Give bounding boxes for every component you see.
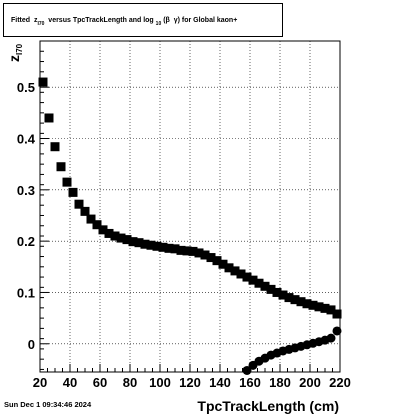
square-marker (104, 228, 114, 238)
title-variable-subscript: I70 (37, 21, 45, 27)
y-tick-label: 0 (28, 337, 35, 352)
y-axis-label-group: zI70 (6, 43, 24, 62)
data-markers (38, 77, 342, 375)
square-marker (86, 214, 96, 224)
title-middle: versus TpcTrackLength and log (48, 17, 154, 24)
square-marker (278, 290, 288, 300)
x-tick-label: 100 (149, 375, 171, 390)
square-marker (224, 263, 234, 273)
y-tick-label: 0.3 (17, 183, 35, 198)
x-tick-label: 200 (299, 375, 321, 390)
circle-marker (332, 326, 342, 336)
plot-frame (39, 40, 341, 373)
square-marker (248, 275, 258, 285)
title-variable: z (33, 17, 38, 24)
square-marker (236, 269, 246, 279)
x-tick-label: 120 (179, 375, 201, 390)
square-marker (218, 259, 228, 269)
x-tick-label: 80 (123, 375, 137, 390)
square-marker (182, 246, 192, 256)
x-tick-label: 180 (269, 375, 291, 390)
y-axis-label-main: z (6, 55, 22, 62)
square-marker (296, 297, 306, 307)
square-marker (266, 284, 276, 294)
y-axis-label: zI70 (6, 43, 24, 62)
square-marker (164, 243, 174, 253)
square-marker (206, 253, 216, 263)
x-tick-label: 40 (63, 375, 77, 390)
square-marker (320, 303, 330, 313)
x-tick-label: 160 (239, 375, 261, 390)
square-marker (170, 244, 180, 254)
square-marker (332, 309, 342, 319)
tick-labels: 20 40 60 80 100 120 140 160 180 200 220 0 0.1 0.2 0.3 0… (17, 80, 351, 390)
square-marker (128, 237, 138, 247)
square-marker (272, 287, 282, 297)
chart-title: Fitted zI70 versus TpcTrackLength and lo… (11, 17, 237, 27)
square-marker (152, 241, 162, 251)
title-log-subscript: 10 (155, 21, 162, 27)
square-marker (140, 239, 150, 249)
square-marker (194, 248, 204, 258)
square-marker (74, 199, 84, 209)
square-marker (158, 242, 168, 252)
title-prefix: Fitted (11, 17, 31, 24)
square-marker (146, 240, 156, 250)
square-marker (284, 293, 294, 303)
square-marker (302, 299, 312, 309)
square-marker (188, 246, 198, 256)
square-marker (116, 233, 126, 243)
square-marker (134, 238, 144, 248)
square-marker (200, 250, 210, 260)
square-marker (314, 302, 324, 312)
x-tick-label: 20 (33, 375, 47, 390)
square-marker (326, 305, 336, 315)
square-marker (122, 235, 132, 245)
title-beta: (β (163, 17, 170, 24)
square-marker (212, 256, 222, 266)
y-axis-label-subscript: I70 (15, 43, 24, 55)
square-marker (308, 300, 318, 310)
chart-title-box: Fitted zI70 versus TpcTrackLength and lo… (3, 3, 283, 37)
y-tick-label: 0.1 (17, 285, 35, 300)
x-axis-label: TpcTrackLength (cm) (197, 398, 339, 414)
x-tick-label: 220 (329, 375, 351, 390)
y-tick-label: 0.2 (17, 234, 35, 249)
square-marker (98, 225, 108, 235)
circle-marker (242, 365, 252, 375)
square-marker (110, 231, 120, 241)
square-marker (68, 187, 78, 197)
y-tick-label: 0.5 (17, 80, 35, 95)
x-tick-label: 140 (209, 375, 231, 390)
grid-lines (40, 41, 340, 372)
circle-marker (326, 333, 336, 343)
square-marker (260, 281, 270, 291)
square-marker (230, 266, 240, 276)
square-marker (176, 245, 186, 255)
timestamp: Sun Dec 1 09:34:46 2024 (4, 400, 92, 409)
square-marker (254, 278, 264, 288)
square-marker (38, 77, 48, 87)
square-marker (44, 113, 54, 123)
square-marker (290, 295, 300, 305)
x-tick-label: 60 (93, 375, 107, 390)
square-marker (62, 177, 72, 187)
title-gamma-suffix: γ) for Global kaon+ (173, 17, 238, 24)
square-marker (80, 206, 90, 216)
square-marker (56, 162, 66, 172)
square-marker (50, 142, 60, 152)
y-tick-label: 0.4 (17, 132, 36, 147)
square-marker (242, 272, 252, 282)
square-marker (92, 220, 102, 230)
